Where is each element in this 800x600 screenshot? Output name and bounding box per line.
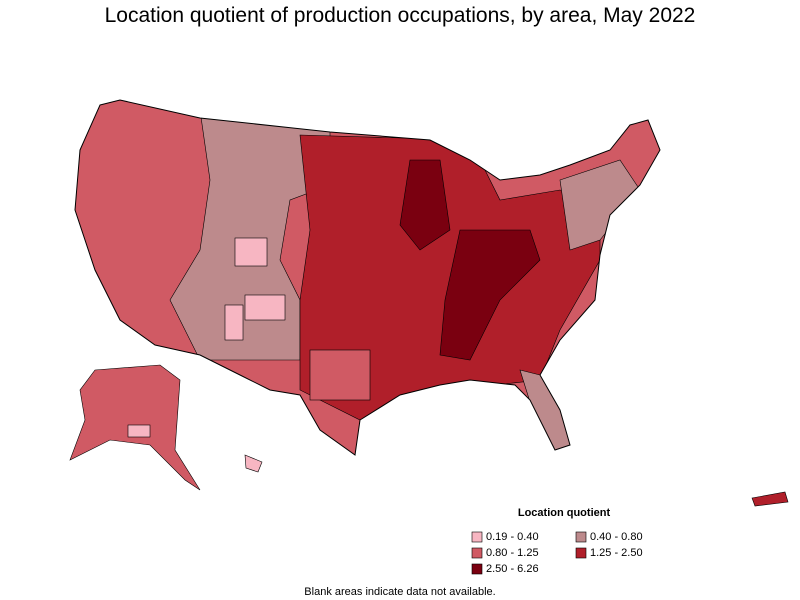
legend-label: 0.40 - 0.80 [590,531,643,543]
us-outline [74,99,661,456]
note: Blank areas indicate data not available. [304,586,495,598]
region [399,159,451,251]
puerto-rico [751,491,789,507]
region [234,237,268,267]
legend-label: 0.80 - 1.25 [486,547,539,559]
legend-swatch [575,547,587,559]
title: Location quotient of production occupati… [105,4,696,27]
legend-swatch [575,531,587,543]
region [244,294,286,321]
legend-title: Location quotient [518,507,611,519]
legend-swatch [471,547,483,559]
legend-label: 2.50 - 6.26 [486,563,539,575]
legend-swatch [471,563,483,575]
legend-swatch [471,531,483,543]
region [224,304,244,341]
legend-label: 0.19 - 0.40 [486,531,539,543]
alaska-area [127,424,151,438]
region [439,229,541,361]
region [309,349,371,401]
legend: 0.19 - 0.40 0.40 - 0.80 0.80 - 1.25 1.25 - … [471,531,643,575]
legend-label: 1.25 - 2.50 [590,547,643,559]
hawaii [244,454,263,473]
region [519,369,576,451]
